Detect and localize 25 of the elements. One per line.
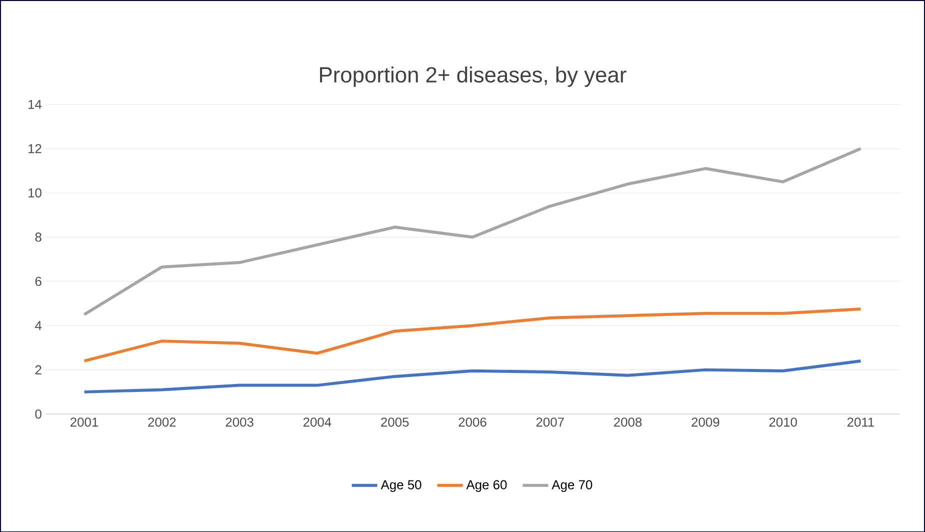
y-tick-label: 10	[28, 188, 42, 198]
x-tick-label: 2004	[303, 417, 332, 427]
legend-label: Age 50	[380, 480, 422, 492]
x-tick-label: 2001	[70, 417, 98, 427]
x-tick-label: 2006	[458, 417, 486, 427]
y-tick-label: 14	[28, 100, 42, 109]
x-tick-label: 2005	[381, 417, 409, 427]
x-tick-label: 2002	[148, 417, 176, 427]
y-tick-label: 2	[35, 365, 42, 374]
x-tick-label: 2007	[536, 417, 564, 427]
x-tick-label: 2008	[614, 417, 642, 427]
legend-label: Age 60	[466, 480, 507, 492]
x-tick-label: 2011	[847, 417, 874, 427]
chart-title: Proportion 2+ diseases, by year	[320, 66, 626, 87]
x-tick-label: 2009	[692, 417, 720, 427]
legend-label: Age 70	[552, 480, 592, 492]
y-tick-label: 6	[35, 276, 42, 286]
y-tick-label: 4	[35, 320, 42, 330]
y-tick-label: 0	[35, 409, 42, 418]
x-tick-label: 2010	[769, 417, 797, 427]
line-series	[82, 307, 862, 362]
y-tick-label: 8	[35, 232, 42, 242]
x-tick-label: 2003	[226, 417, 254, 427]
line-series	[82, 359, 862, 394]
y-tick-label: 12	[28, 144, 42, 153]
